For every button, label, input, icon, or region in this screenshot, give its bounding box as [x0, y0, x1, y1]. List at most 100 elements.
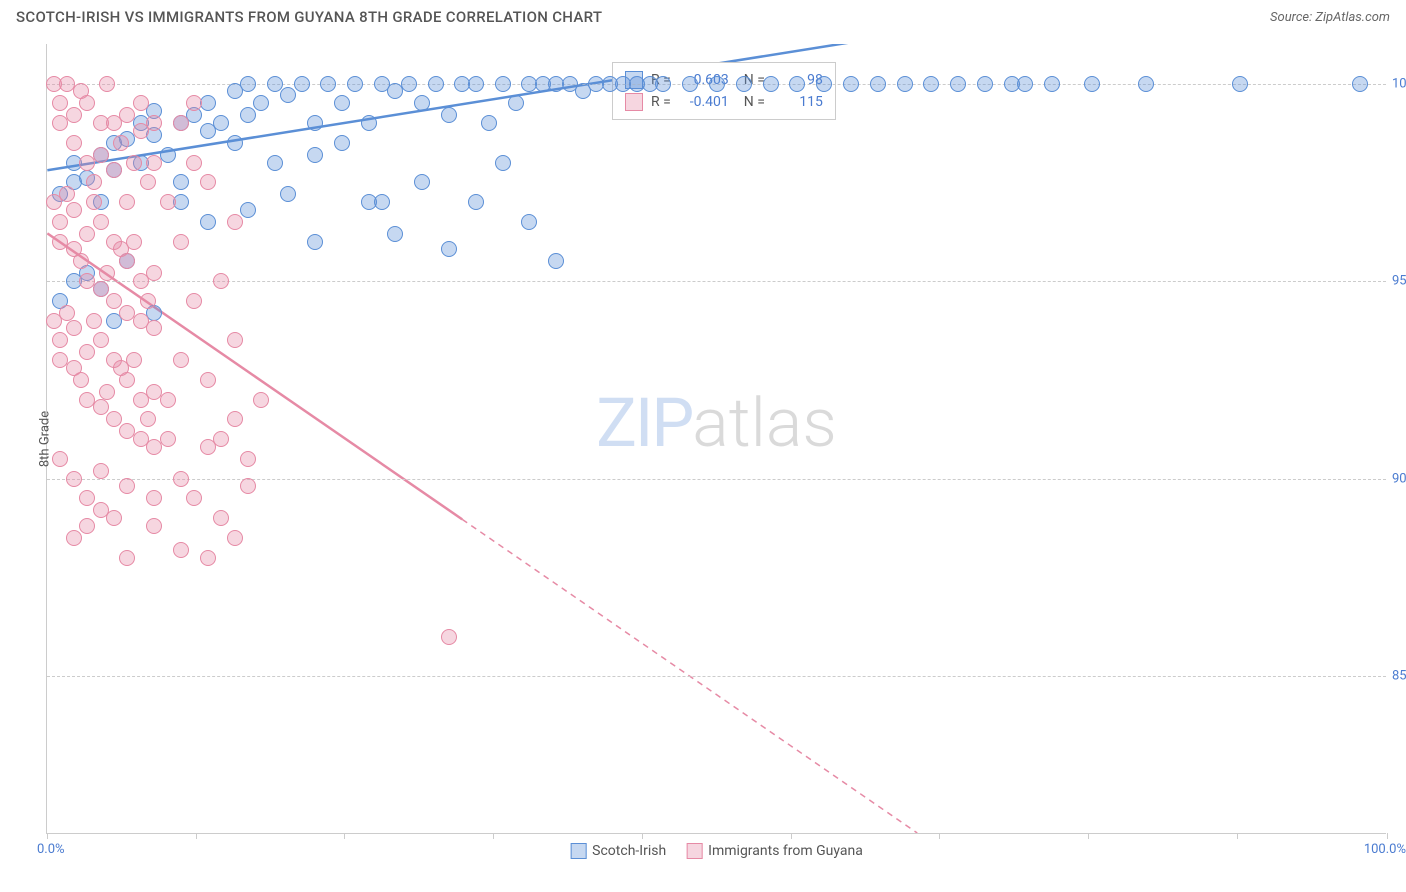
data-point [441, 241, 457, 257]
data-point [320, 76, 336, 92]
data-point [86, 174, 102, 190]
data-point [52, 332, 68, 348]
data-point [280, 186, 296, 202]
chart-title: SCOTCH-IRISH VS IMMIGRANTS FROM GUYANA 8… [16, 8, 602, 26]
legend-item-2: Immigrants from Guyana [686, 843, 863, 859]
x-tick [1387, 833, 1388, 839]
data-point [146, 115, 162, 131]
data-point [468, 76, 484, 92]
data-point [870, 76, 886, 92]
data-point [655, 76, 671, 92]
data-point [73, 253, 89, 269]
data-point [682, 76, 698, 92]
y-tick-label: 95.0% [1392, 274, 1406, 289]
data-point [495, 155, 511, 171]
data-point [923, 76, 939, 92]
data-point [736, 76, 752, 92]
stats-r-label: R = [651, 94, 671, 110]
data-point [495, 76, 511, 92]
watermark-zip: ZIP [596, 383, 692, 463]
data-point [86, 194, 102, 210]
y-tick-label: 90.0% [1392, 471, 1406, 486]
data-point [119, 478, 135, 494]
data-point [66, 202, 82, 218]
y-axis-title: 8th Grade [38, 410, 53, 466]
data-point [213, 510, 229, 526]
stats-n-label: N = [737, 94, 765, 110]
x-axis-max-label: 100.0% [1364, 842, 1406, 857]
data-point [213, 273, 229, 289]
data-point [897, 76, 913, 92]
data-point [213, 115, 229, 131]
data-point [240, 478, 256, 494]
data-point [126, 155, 142, 171]
data-point [66, 135, 82, 151]
stats-r-value: -0.401 [679, 94, 729, 110]
data-point [441, 107, 457, 123]
data-point [93, 281, 109, 297]
data-point [240, 202, 256, 218]
y-tick-label: 85.0% [1392, 669, 1406, 684]
stats-swatch [625, 93, 643, 111]
data-point [93, 214, 109, 230]
data-point [119, 372, 135, 388]
data-point [140, 293, 156, 309]
stats-n-value: 115 [773, 94, 823, 110]
data-point [173, 542, 189, 558]
y-tick-label: 100.0% [1392, 76, 1406, 91]
data-point [253, 392, 269, 408]
x-tick [196, 833, 197, 839]
data-point [93, 332, 109, 348]
gridline [47, 676, 1386, 677]
data-point [79, 226, 95, 242]
data-point [173, 234, 189, 250]
x-tick [1237, 833, 1238, 839]
legend-label-2: Immigrants from Guyana [708, 843, 863, 859]
data-point [79, 95, 95, 111]
data-point [119, 550, 135, 566]
data-point [334, 95, 350, 111]
data-point [66, 320, 82, 336]
data-point [186, 293, 202, 309]
data-point [253, 95, 269, 111]
data-point [146, 320, 162, 336]
data-point [173, 115, 189, 131]
data-point [119, 194, 135, 210]
data-point [240, 107, 256, 123]
data-point [1232, 76, 1248, 92]
x-tick [642, 833, 643, 839]
data-point [93, 399, 109, 415]
chart-plot-area: 8th Grade ZIPatlas R =0.603 N =98R =-0.4… [46, 44, 1386, 834]
data-point [816, 76, 832, 92]
data-point [173, 471, 189, 487]
data-point [200, 372, 216, 388]
data-point [73, 372, 89, 388]
gridline [47, 281, 1386, 282]
data-point [52, 95, 68, 111]
stats-legend-box: R =0.603 N =98R =-0.401 N =115 [612, 62, 836, 120]
data-point [126, 234, 142, 250]
data-point [146, 518, 162, 534]
data-point [186, 95, 202, 111]
data-point [950, 76, 966, 92]
data-point [93, 463, 109, 479]
chart-source: Source: ZipAtlas.com [1270, 10, 1390, 25]
data-point [508, 95, 524, 111]
data-point [1017, 76, 1033, 92]
data-point [361, 115, 377, 131]
legend-swatch-2 [686, 843, 702, 859]
data-point [1138, 76, 1154, 92]
legend-swatch-1 [570, 843, 586, 859]
data-point [200, 174, 216, 190]
x-tick [939, 833, 940, 839]
data-point [66, 107, 82, 123]
data-point [227, 411, 243, 427]
data-point [160, 392, 176, 408]
data-point [1352, 76, 1368, 92]
data-point [79, 490, 95, 506]
data-point [428, 76, 444, 92]
data-point [401, 76, 417, 92]
data-point [106, 293, 122, 309]
x-tick [47, 833, 48, 839]
data-point [52, 214, 68, 230]
